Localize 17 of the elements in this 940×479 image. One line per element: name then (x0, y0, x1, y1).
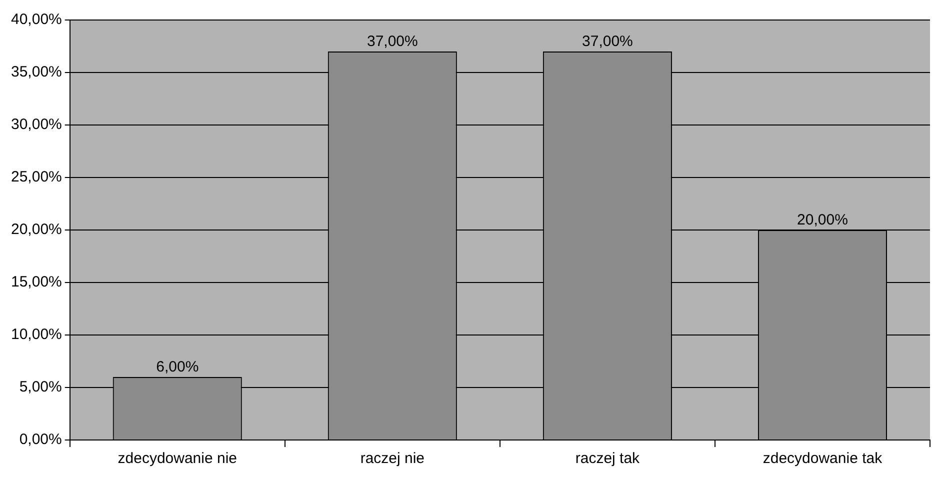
data-label: 6,00% (156, 358, 199, 376)
y-tick-label: 5,00% (19, 378, 62, 396)
y-tick-label: 25,00% (11, 168, 62, 186)
y-tick-label: 15,00% (11, 274, 62, 291)
y-tick-label: 20,00% (11, 221, 62, 238)
x-tick-label: zdecydowanie nie (118, 450, 238, 468)
data-label: 37,00% (582, 33, 633, 50)
y-tick-label: 10,00% (11, 326, 62, 344)
data-label: 37,00% (366, 33, 418, 50)
data-label: 20,00% (797, 212, 848, 229)
x-tick-label: raczej tak (575, 450, 640, 468)
x-tick-label: zdecydowanie tak (762, 450, 883, 468)
y-tick-label: 0,00% (19, 431, 62, 448)
y-tick-label: 40,00% (11, 11, 62, 28)
x-tick-label: raczej nie (360, 450, 425, 468)
y-tick-label: 35,00% (11, 64, 62, 81)
y-tick-label: 30,00% (11, 116, 62, 134)
